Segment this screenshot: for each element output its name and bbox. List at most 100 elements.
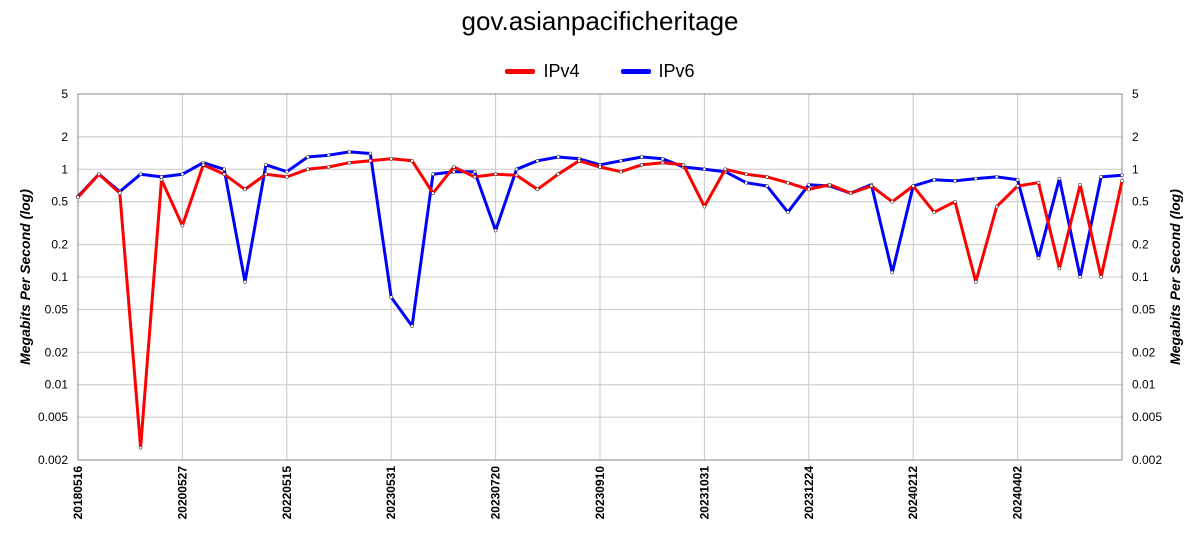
data-point-ipv4 bbox=[744, 172, 749, 177]
data-point-ipv4 bbox=[806, 187, 811, 192]
data-point-ipv6 bbox=[410, 324, 414, 328]
x-tick-label: 20230910 bbox=[593, 466, 607, 520]
data-point-ipv6 bbox=[535, 158, 540, 163]
data-point-ipv6 bbox=[138, 172, 143, 177]
data-point-ipv6 bbox=[702, 167, 707, 172]
data-point-ipv4 bbox=[284, 175, 289, 179]
data-point-ipv6 bbox=[1099, 175, 1103, 179]
plot-frame bbox=[77, 93, 1123, 461]
data-point-ipv4 bbox=[493, 172, 498, 177]
y-tick-label-right: 0.2 bbox=[1132, 238, 1149, 252]
y-tick-label-left: 1 bbox=[61, 162, 68, 176]
data-point-ipv6 bbox=[347, 150, 352, 154]
x-tick-label: 20240402 bbox=[1011, 466, 1025, 520]
legend-item-ipv6: IPv6 bbox=[620, 61, 695, 82]
data-point-ipv4 bbox=[1057, 266, 1062, 271]
y-tick-label-left: 0.01 bbox=[45, 378, 69, 392]
data-point-ipv4 bbox=[326, 165, 331, 169]
x-tick-label: 20200527 bbox=[175, 466, 189, 520]
data-point-ipv6 bbox=[1036, 256, 1041, 260]
data-point-ipv6 bbox=[660, 156, 665, 161]
data-point-ipv6 bbox=[556, 155, 561, 159]
data-point-ipv4 bbox=[556, 172, 561, 177]
data-point-ipv6 bbox=[619, 158, 623, 163]
data-point-ipv6 bbox=[451, 169, 456, 174]
y-tick-label-right: 0.02 bbox=[1132, 345, 1156, 359]
data-point-ipv4 bbox=[869, 184, 874, 188]
data-point-ipv6 bbox=[431, 172, 435, 177]
legend-swatch-ipv4 bbox=[505, 69, 536, 74]
x-tick-label: 20180516 bbox=[71, 466, 85, 520]
data-point-ipv4 bbox=[1099, 275, 1103, 279]
data-point-ipv4 bbox=[1120, 179, 1124, 183]
data-point-ipv6 bbox=[1015, 177, 1020, 182]
data-point-ipv4 bbox=[765, 175, 769, 179]
data-point-ipv6 bbox=[326, 153, 331, 158]
x-tick-label: 20231031 bbox=[697, 466, 711, 520]
y-tick-label-left: 0.005 bbox=[38, 410, 68, 424]
data-point-ipv4 bbox=[577, 158, 581, 163]
y-tick-label-right: 1 bbox=[1132, 162, 1139, 176]
y-tick-label-left: 0.1 bbox=[51, 270, 68, 284]
y-tick-label-right: 2 bbox=[1132, 130, 1139, 144]
y-axis-label-right: Megabits Per Second (log) bbox=[1167, 189, 1183, 365]
y-tick-label-right: 0.5 bbox=[1132, 195, 1149, 209]
data-point-ipv6 bbox=[1057, 176, 1062, 181]
data-point-ipv6 bbox=[639, 155, 644, 159]
data-point-ipv6 bbox=[284, 169, 289, 174]
data-point-ipv4 bbox=[117, 191, 122, 196]
data-point-ipv4 bbox=[619, 169, 623, 174]
x-tick-label: 20240212 bbox=[906, 466, 920, 520]
data-point-ipv6 bbox=[222, 167, 227, 172]
data-point-ipv4 bbox=[973, 280, 978, 284]
y-tick-label-left: 5 bbox=[61, 87, 68, 101]
data-point-ipv6 bbox=[368, 151, 373, 156]
data-point-ipv6 bbox=[1120, 173, 1124, 178]
data-point-ipv6 bbox=[786, 210, 790, 215]
data-point-ipv4 bbox=[639, 162, 644, 167]
data-point-ipv6 bbox=[243, 280, 247, 284]
x-tick-label: 20230531 bbox=[384, 466, 398, 520]
data-point-ipv4 bbox=[305, 167, 310, 172]
legend-swatch-ipv6 bbox=[620, 69, 651, 74]
data-point-ipv6 bbox=[765, 184, 769, 188]
y-axis-label-left: Megabits Per Second (log) bbox=[17, 189, 33, 365]
data-point-ipv4 bbox=[410, 158, 414, 163]
legend: IPv4 IPv6 bbox=[0, 58, 1200, 82]
data-point-ipv6 bbox=[890, 270, 895, 275]
x-tick-label: 20230720 bbox=[489, 466, 503, 520]
data-point-ipv4 bbox=[890, 199, 895, 204]
data-point-ipv4 bbox=[97, 172, 101, 177]
data-point-ipv4 bbox=[222, 172, 227, 177]
y-tick-label-right: 5 bbox=[1132, 87, 1139, 101]
data-point-ipv4 bbox=[431, 191, 435, 196]
y-tick-label-left: 0.002 bbox=[38, 453, 68, 467]
y-tick-label-left: 0.02 bbox=[45, 345, 69, 359]
data-point-ipv4 bbox=[347, 160, 352, 165]
data-point-ipv4 bbox=[180, 223, 185, 228]
data-point-ipv4 bbox=[514, 173, 519, 178]
y-tick-label-right: 0.01 bbox=[1132, 378, 1156, 392]
y-tick-label-right: 0.002 bbox=[1132, 453, 1162, 467]
data-point-ipv4 bbox=[389, 156, 394, 161]
data-point-ipv6 bbox=[264, 162, 268, 167]
legend-label-ipv6: IPv6 bbox=[658, 61, 695, 81]
y-tick-label-left: 0.2 bbox=[51, 238, 68, 252]
data-point-ipv6 bbox=[493, 228, 498, 233]
y-tick-label-left: 0.5 bbox=[51, 195, 68, 209]
data-point-ipv6 bbox=[994, 175, 999, 179]
data-point-ipv6 bbox=[514, 167, 519, 172]
data-point-ipv6 bbox=[973, 176, 978, 181]
x-tick-label: 20220515 bbox=[280, 466, 294, 520]
data-point-ipv4 bbox=[932, 210, 936, 215]
data-point-ipv4 bbox=[681, 162, 686, 167]
y-tick-label-left: 2 bbox=[61, 130, 68, 144]
y-tick-label-right: 0.005 bbox=[1132, 410, 1162, 424]
data-point-ipv4 bbox=[159, 177, 164, 182]
data-point-ipv6 bbox=[806, 182, 811, 187]
data-point-ipv6 bbox=[744, 180, 749, 185]
data-point-ipv4 bbox=[1036, 180, 1041, 185]
data-point-ipv6 bbox=[1078, 275, 1083, 279]
data-point-ipv6 bbox=[305, 155, 310, 159]
data-point-ipv4 bbox=[827, 182, 832, 187]
